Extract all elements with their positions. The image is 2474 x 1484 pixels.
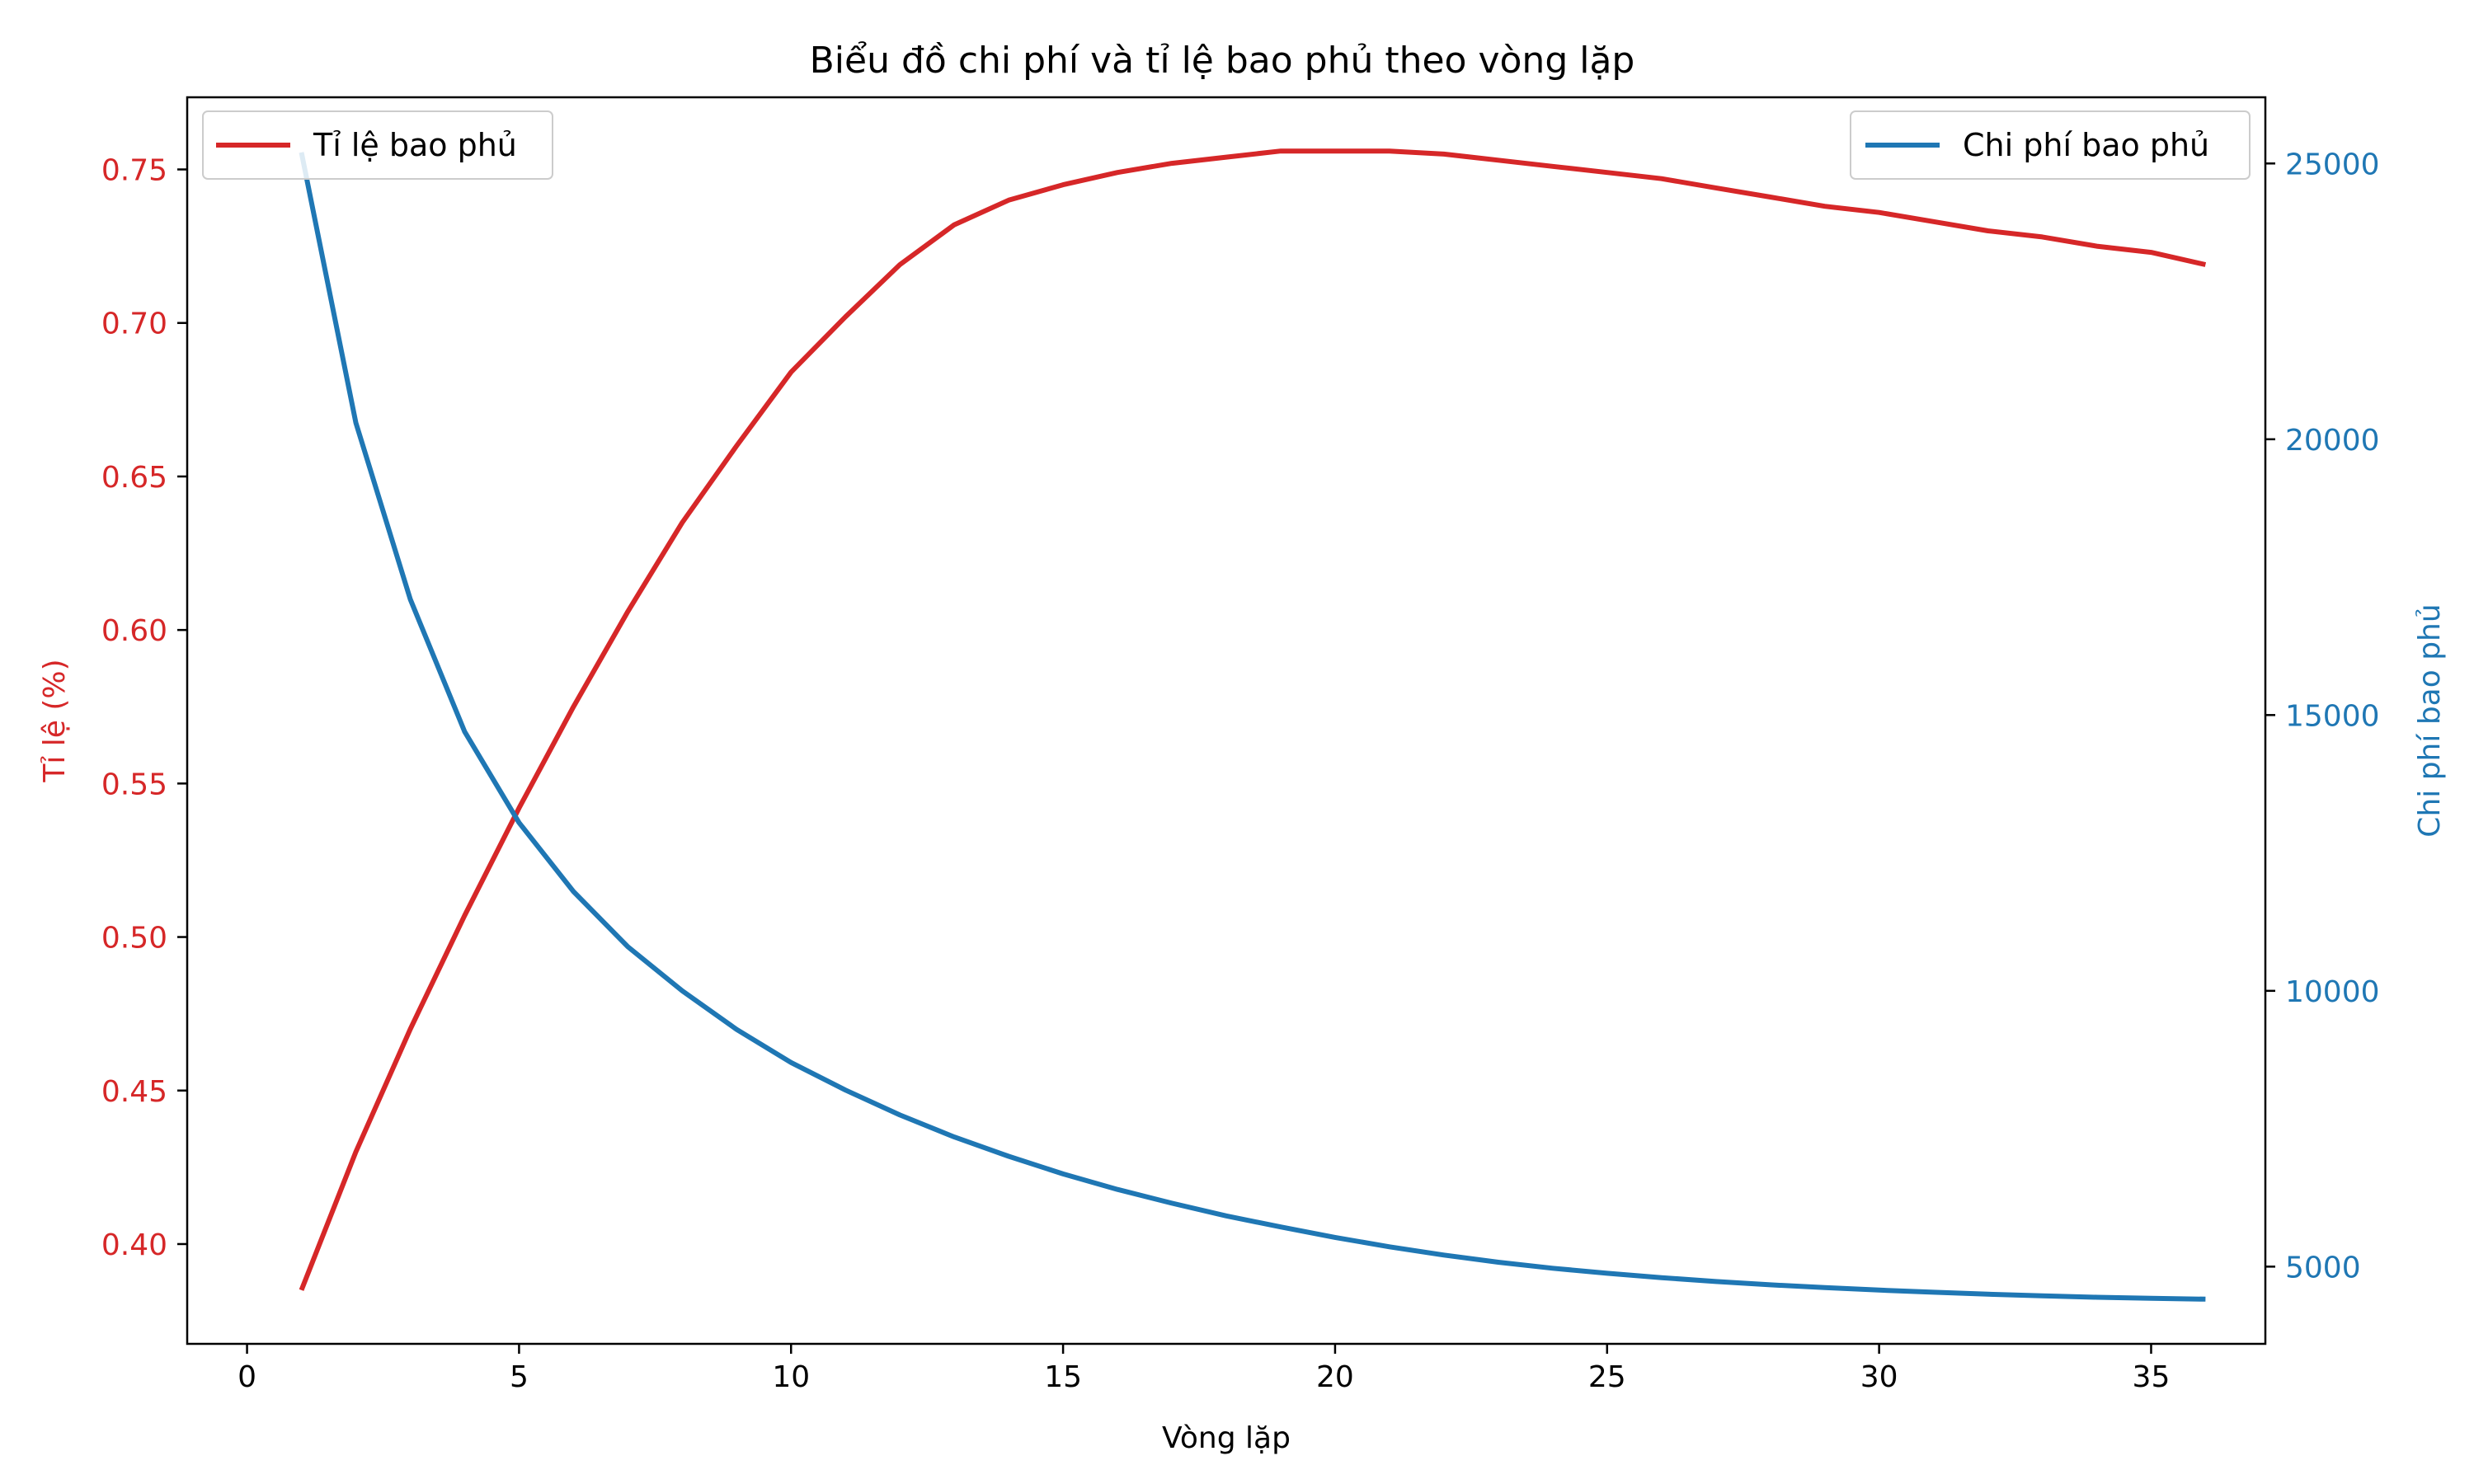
x-axis-ticks: 0 5 10 15 20 25 30 35 — [238, 1344, 2170, 1394]
series-layer — [299, 148, 2207, 1302]
x-tick-label: 35 — [2133, 1360, 2171, 1394]
chart-title: Biểu đồ chi phí và tỉ lệ bao phủ theo vò… — [810, 40, 1635, 82]
x-tick-label: 10 — [772, 1360, 810, 1394]
y-right-tick-label: 20000 — [2285, 424, 2380, 458]
legend-left: Tỉ lệ bao phủ — [202, 110, 553, 180]
x-tick-label: 5 — [510, 1360, 529, 1394]
y-left-tick-label: 0.75 — [101, 154, 167, 188]
y-left-tick-label: 0.65 — [101, 461, 167, 495]
y-right-tick-label: 5000 — [2285, 1251, 2361, 1284]
y-left-axis-label: Tỉ lệ (%) — [38, 659, 72, 782]
y-left-tick-label: 0.45 — [101, 1075, 167, 1109]
legend-left-label: Tỉ lệ bao phủ — [313, 127, 517, 163]
legend-right-label: Chi phí bao phủ — [1963, 127, 2209, 163]
x-tick-label: 20 — [1316, 1360, 1354, 1394]
x-axis-label: Vòng lặp — [1162, 1421, 1291, 1455]
x-tick-label: 30 — [1860, 1360, 1898, 1394]
y-right-tick-label: 15000 — [2285, 699, 2380, 733]
y-left-tick-label: 0.70 — [101, 308, 167, 341]
legend-right-box — [1850, 110, 2251, 180]
y-right-axis-ticks: 5000 10000 15000 20000 25000 — [2265, 148, 2380, 1284]
x-tick-label: 0 — [238, 1360, 256, 1394]
x-tick-label: 25 — [1588, 1360, 1626, 1394]
y-left-tick-label: 0.40 — [101, 1228, 167, 1262]
plot-frame — [186, 96, 2267, 1345]
y-right-axis-label: Chi phí bao phủ — [2413, 603, 2447, 837]
y-left-tick-label: 0.60 — [101, 614, 167, 648]
y-right-tick-label: 25000 — [2285, 148, 2380, 181]
legend-left-box — [202, 110, 553, 180]
series-line-coverage-cost — [299, 152, 2206, 1302]
y-left-axis-ticks: 0.40 0.45 0.50 0.55 0.60 0.65 0.70 0.75 — [101, 154, 187, 1262]
x-tick-label: 15 — [1044, 1360, 1082, 1394]
y-left-tick-label: 0.55 — [101, 768, 167, 801]
legend-right: Chi phí bao phủ — [1850, 110, 2251, 180]
y-right-tick-label: 10000 — [2285, 975, 2380, 1009]
y-left-tick-label: 0.50 — [101, 922, 167, 956]
series-line-coverage-rate — [299, 148, 2207, 1291]
